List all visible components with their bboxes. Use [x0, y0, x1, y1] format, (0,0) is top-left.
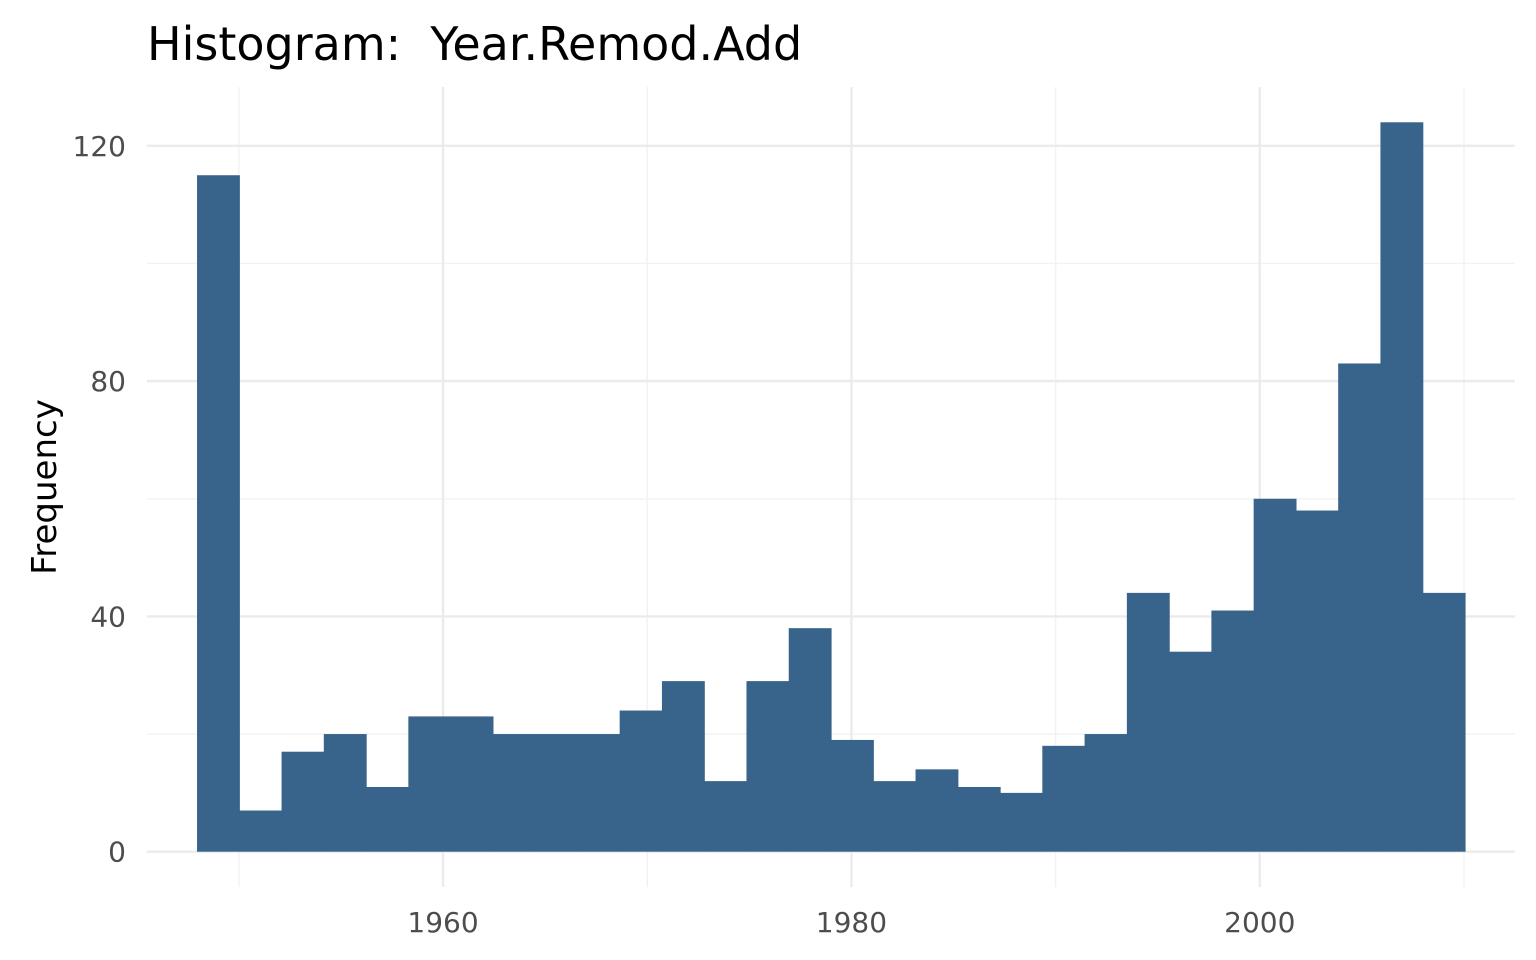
- histogram-bars: [197, 122, 1466, 852]
- histogram-bar: [1380, 122, 1424, 852]
- histogram-bar: [1295, 510, 1339, 852]
- histogram-bar: [704, 781, 748, 852]
- histogram-bar: [366, 787, 409, 852]
- histogram-bar: [1084, 734, 1128, 852]
- histogram-bar: [788, 628, 832, 852]
- histogram-bar: [239, 810, 283, 852]
- histogram-bar: [492, 734, 536, 852]
- histogram-bar: [197, 175, 240, 852]
- histogram-bar: [1126, 592, 1170, 852]
- histogram-bar: [1338, 363, 1382, 852]
- chart-title: Histogram: Year.Remod.Add: [147, 17, 802, 71]
- histogram-bar: [450, 716, 494, 852]
- histogram-bar: [619, 710, 663, 852]
- histogram-bar: [408, 716, 452, 852]
- histogram-bar: [577, 734, 621, 852]
- x-tick-label: 2000: [1224, 906, 1295, 939]
- y-tick-label: 40: [90, 600, 126, 633]
- histogram-bar: [1211, 610, 1255, 852]
- histogram-bar: [1422, 592, 1466, 852]
- x-tick-label: 1980: [816, 906, 887, 939]
- y-axis-tick-labels: 0 40 80 120: [73, 130, 126, 869]
- histogram-bar: [661, 681, 705, 852]
- y-tick-label: 0: [108, 836, 126, 869]
- histogram-bar: [831, 739, 874, 852]
- histogram-bar: [1000, 792, 1043, 852]
- y-tick-label: 80: [90, 365, 126, 398]
- histogram-bar: [1042, 745, 1086, 852]
- histogram-bar: [915, 769, 959, 852]
- histogram-bar: [535, 734, 579, 852]
- histogram-bar: [957, 787, 1001, 852]
- y-tick-label: 120: [73, 130, 126, 163]
- histogram-bar: [1169, 651, 1212, 852]
- histogram-bar: [323, 734, 367, 852]
- histogram-bar: [1253, 498, 1297, 852]
- histogram-bar: [873, 781, 917, 852]
- y-axis-title: Frequency: [25, 399, 65, 575]
- x-tick-label: 1960: [407, 906, 478, 939]
- histogram-bar: [746, 681, 790, 852]
- histogram-bar: [281, 751, 325, 852]
- x-axis-tick-labels: 1960 1980 2000: [407, 906, 1295, 939]
